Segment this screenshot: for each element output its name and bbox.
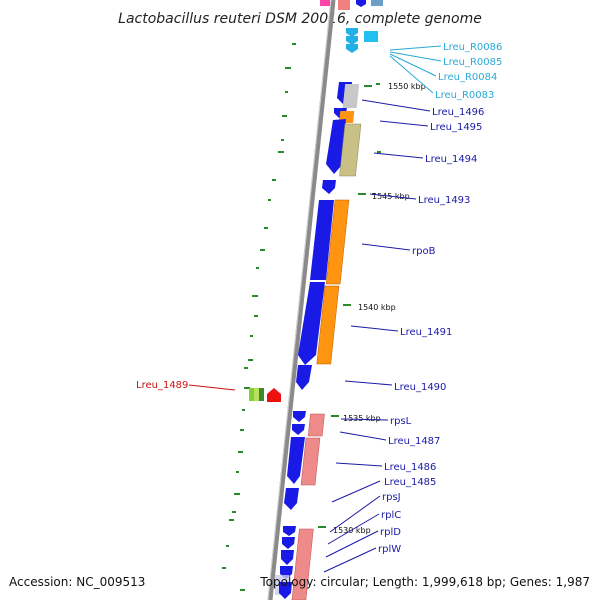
gene-label: Lreu_R0084 <box>438 72 497 83</box>
gene-label: Lreu_1489 <box>136 380 188 391</box>
gene-label: Lreu_1486 <box>384 462 436 473</box>
gene-label: Lreu_1491 <box>400 327 452 338</box>
gene-label: rplC <box>381 510 401 521</box>
leader-line <box>188 384 236 391</box>
feature-trna-r0083 <box>364 31 378 42</box>
gene-label: rpsL <box>390 416 412 427</box>
feature-orange-1491 <box>316 285 340 365</box>
feature-partial-pink <box>320 0 330 6</box>
gene-labels: Lreu_R0086 Lreu_R0085 Lreu_R0084 Lreu_R0… <box>136 42 502 555</box>
leader-line <box>331 480 381 503</box>
map-title: Lactobacillus reuteri DSM 20016, complet… <box>118 11 482 27</box>
feature-pink-1486 <box>300 437 321 486</box>
feature-trna-r0086 <box>346 28 358 37</box>
gene-label: Lreu_R0086 <box>443 42 502 53</box>
gc-skew-track <box>222 43 381 599</box>
accession-text: Accession: NC_009513 <box>9 575 145 589</box>
feature-trna-r0085 <box>346 36 358 45</box>
backbone-line <box>267 0 336 600</box>
leader-line <box>329 495 381 533</box>
gene-label: rplD <box>380 527 401 538</box>
feature-partial-blue <box>356 0 366 7</box>
leader-line <box>389 55 434 94</box>
leader-line <box>335 462 383 467</box>
gene-label: Lreu_1493 <box>418 195 470 206</box>
feature-cds-lreu-1487 <box>292 424 305 435</box>
feature-khaki-block <box>339 123 362 177</box>
feature-green-2 <box>254 388 259 401</box>
gene-label: Lreu_1496 <box>432 107 484 118</box>
feature-cds-bottom <box>279 582 292 599</box>
feature-red-1489 <box>267 388 281 402</box>
leader-line <box>340 418 389 421</box>
feature-orange-rpob <box>325 199 350 285</box>
feature-partial-salmon <box>338 0 350 10</box>
leader-line <box>389 53 437 77</box>
summary-text: Topology: circular; Length: 1,999,618 bp… <box>259 575 590 589</box>
leader-line <box>373 152 424 159</box>
feature-green-3 <box>259 388 264 401</box>
feature-partial-steel <box>371 0 383 6</box>
leader-line <box>350 325 399 332</box>
leader-line <box>361 243 411 251</box>
feature-cds-rpld <box>281 550 294 565</box>
feature-green-1 <box>249 388 254 401</box>
leader-line <box>323 547 377 573</box>
feature-cds-rpsl <box>293 411 306 422</box>
gene-label: rpsJ <box>382 492 401 503</box>
leader-line <box>361 99 431 112</box>
leader-line <box>325 530 379 558</box>
label-leaders <box>188 45 442 573</box>
leader-line <box>327 513 380 545</box>
feature-cds-lreu-1491 <box>298 282 325 365</box>
tick-label: 1550 kbp <box>388 82 426 91</box>
leader-line <box>339 431 387 441</box>
gene-label: Lreu_1487 <box>388 436 440 447</box>
gene-label: rpoB <box>412 246 436 257</box>
gene-label: Lreu_1490 <box>394 382 446 393</box>
gene-label: Lreu_1495 <box>430 122 482 133</box>
gene-label: Lreu_1494 <box>425 154 477 165</box>
feature-pink-rpsl <box>307 413 325 437</box>
backbone-highlight <box>267 0 332 600</box>
feature-cds-rplc <box>282 537 295 549</box>
feature-track <box>249 0 383 600</box>
feature-pink-rpl <box>291 528 314 600</box>
leader-line <box>344 380 393 386</box>
feature-cds-lreu-1485 <box>284 488 299 510</box>
gene-label: rplW <box>378 544 401 555</box>
feature-cds-lreu-1490 <box>296 365 312 390</box>
gene-label: Lreu_1485 <box>384 477 436 488</box>
feature-cds-lreu-1493 <box>322 180 336 194</box>
feature-cds-rpob <box>310 200 334 280</box>
feature-trna-r0084 <box>346 44 358 53</box>
feature-gray-block <box>342 84 360 108</box>
tick-label: 1535 kbp <box>343 414 381 423</box>
feature-cds-rpsj <box>283 526 296 536</box>
leader-line <box>389 45 442 51</box>
gene-label: Lreu_R0083 <box>435 90 494 101</box>
leader-line <box>389 51 442 62</box>
feature-cds-lreu-1486 <box>287 437 305 484</box>
gene-label: Lreu_R0085 <box>443 57 502 68</box>
leader-line <box>369 193 417 200</box>
leader-line <box>379 120 429 127</box>
tick-label: 1540 kbp <box>358 303 396 312</box>
